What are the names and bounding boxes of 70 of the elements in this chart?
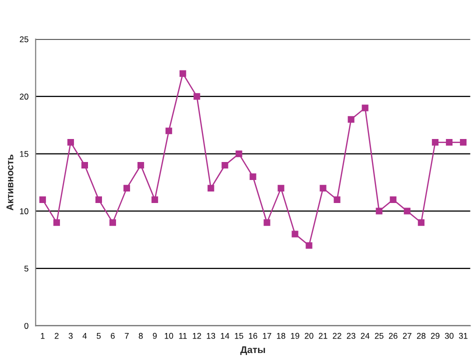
y-tick-label: 5 [24, 266, 28, 272]
point [53, 219, 60, 226]
x-tick-label: 31 [458, 332, 468, 339]
x-tick-label: 29 [430, 332, 440, 339]
x-tick-label: 9 [152, 332, 157, 339]
point [306, 242, 312, 249]
y-axis-title: Активность [6, 154, 14, 210]
point [404, 208, 410, 214]
x-tick-label: 6 [110, 332, 115, 339]
point [39, 196, 46, 203]
x-tick-label: 28 [416, 332, 426, 339]
x-tick-label: 13 [206, 332, 216, 339]
y-tick-label: 15 [20, 151, 28, 157]
point [109, 219, 116, 226]
point [236, 150, 242, 158]
x-tick-label: 2 [54, 332, 59, 339]
x-tick-label: 26 [388, 332, 398, 339]
point [95, 196, 102, 203]
point [81, 162, 88, 169]
x-tick-label: 1 [40, 332, 45, 339]
x-tick-label: 10 [164, 332, 174, 339]
x-tick-label: 11 [179, 332, 187, 339]
point [348, 116, 354, 123]
x-tick-label: 7 [124, 332, 129, 339]
y-tick-label: 10 [20, 208, 28, 214]
x-tick-label: 25 [374, 332, 384, 339]
point [390, 196, 396, 203]
point [292, 230, 298, 238]
point [334, 196, 340, 203]
point [166, 128, 172, 134]
x-tick-label: 21 [318, 332, 328, 339]
point [222, 162, 228, 169]
x-tick-label: 8 [138, 332, 143, 339]
x-tick-label: 5 [96, 332, 101, 339]
point [418, 219, 424, 226]
point [152, 196, 158, 203]
x-tick-label: 22 [332, 332, 342, 339]
y-tick-label: 20 [20, 94, 28, 100]
x-tick-label: 27 [402, 332, 412, 339]
point [137, 162, 144, 169]
x-tick-label: 30 [444, 332, 454, 339]
x-tick-label: 19 [291, 332, 300, 339]
point [460, 139, 467, 146]
point [180, 70, 186, 77]
point [432, 139, 438, 146]
point [208, 184, 214, 192]
point [194, 93, 200, 100]
point [362, 104, 368, 112]
x-tick-label: 16 [248, 332, 258, 339]
x-tick-label: 12 [192, 332, 202, 339]
point [250, 173, 256, 180]
x-tick-label: 15 [234, 332, 244, 339]
x-tick-label: 18 [276, 332, 286, 339]
point [278, 184, 284, 192]
point [320, 184, 326, 192]
y-tick-label: 25 [20, 36, 28, 42]
x-tick-label: 17 [262, 332, 272, 339]
point [67, 139, 74, 146]
x-tick-label: 3 [68, 332, 73, 339]
x-tick-label: 24 [360, 332, 370, 339]
x-axis-title: Даты [240, 346, 265, 355]
point [376, 208, 382, 214]
point [446, 139, 453, 146]
x-tick-label: 4 [82, 332, 87, 339]
y-tick-label: 0 [24, 322, 28, 329]
x-tick-label: 14 [220, 332, 230, 339]
x-tick-label: 23 [346, 332, 356, 339]
point [264, 219, 270, 226]
point [123, 184, 130, 192]
x-tick-label: 20 [304, 332, 314, 339]
